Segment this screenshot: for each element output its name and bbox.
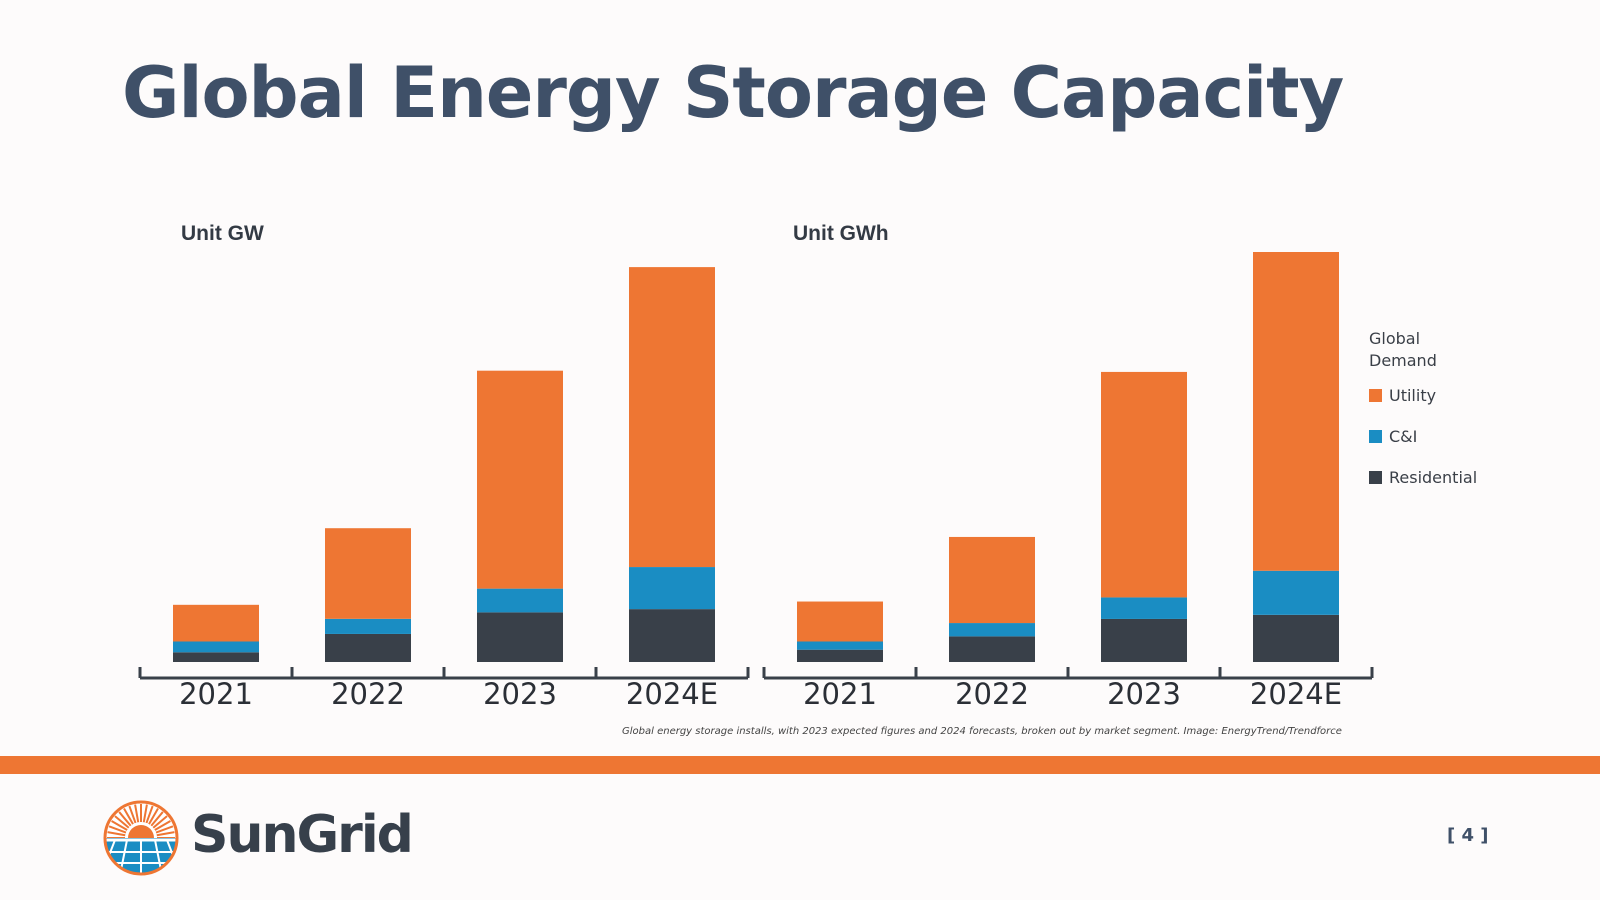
bar-gwh-2023-ci xyxy=(1101,597,1187,619)
legend-label-residential: Residential xyxy=(1389,467,1478,487)
legend-label-ci: C&I xyxy=(1389,426,1418,446)
tick-label-gwh-2024e: 2024E xyxy=(1250,677,1342,711)
legend-item-ci: C&I xyxy=(1369,426,1477,446)
bar-gwh-2024e-ci xyxy=(1253,570,1339,615)
legend-item-utility: Utility xyxy=(1369,385,1477,405)
bar-gwh-2022-utility xyxy=(949,536,1035,624)
bar-gwh-2024e-utility xyxy=(1253,252,1339,571)
unit-label-gwh: Unit GWh xyxy=(793,222,889,245)
slide-title: Global Energy Storage Capacity xyxy=(122,52,1344,134)
stacked-bar-charts: 2021 2022 2023 2024E 2021 2022 2023 2024E xyxy=(138,252,1374,711)
bar-gw-2021-utility xyxy=(173,604,259,642)
company-logo: SunGrid xyxy=(103,800,414,880)
bar-gwh-2022-residential xyxy=(949,636,1035,662)
bar-gw-2021-ci xyxy=(173,641,259,653)
footer-band xyxy=(0,756,1600,774)
bar-gw-2024e-utility xyxy=(629,267,715,568)
unit-label-gw: Unit GW xyxy=(181,222,264,245)
tick-label-gw-2023: 2023 xyxy=(483,677,557,711)
tick-label-gwh-2023: 2023 xyxy=(1107,677,1181,711)
bar-gw-2022-ci xyxy=(325,618,411,634)
bar-gw-2023-ci xyxy=(477,588,563,613)
bar-gwh-2024e-residential xyxy=(1253,614,1339,662)
tick-label-gwh-2022: 2022 xyxy=(955,677,1029,711)
bar-gwh-2021-ci xyxy=(797,641,883,650)
sun-grid-logo-icon xyxy=(103,800,179,876)
bar-gwh-2021-utility xyxy=(797,601,883,642)
tick-label-gw-2024e: 2024E xyxy=(626,677,718,711)
legend-swatch-ci xyxy=(1369,429,1382,443)
legend-item-residential: Residential xyxy=(1369,467,1477,487)
logo-text: SunGrid xyxy=(191,805,414,865)
bar-gw-2021-residential xyxy=(173,652,259,662)
bar-gw-2022-residential xyxy=(325,633,411,662)
bar-gw-2022-utility xyxy=(325,528,411,619)
bar-gw-2023-residential xyxy=(477,612,563,662)
tick-label-gw-2022: 2022 xyxy=(331,677,405,711)
chart-caption: Global energy storage installs, with 202… xyxy=(622,726,1342,737)
tick-label-gw-2021: 2021 xyxy=(179,677,253,711)
bar-gwh-2021-residential xyxy=(797,649,883,662)
page-number: [ 4 ] xyxy=(1447,825,1489,846)
legend-label-utility: Utility xyxy=(1389,385,1437,405)
bar-gwh-2023-utility xyxy=(1101,371,1187,598)
bar-gw-2024e-residential xyxy=(629,609,715,662)
legend-swatch-residential xyxy=(1369,470,1382,484)
bar-gw-2024e-ci xyxy=(629,567,715,610)
bar-gwh-2022-ci xyxy=(949,623,1035,637)
chart-legend: Global Demand Utility C&I Residential xyxy=(1369,328,1477,508)
bar-gw-2023-utility xyxy=(477,370,563,589)
tick-label-gwh-2021: 2021 xyxy=(803,677,877,711)
legend-title: Global Demand xyxy=(1369,329,1437,370)
bar-gwh-2023-residential xyxy=(1101,618,1187,662)
legend-swatch-utility xyxy=(1369,388,1382,402)
